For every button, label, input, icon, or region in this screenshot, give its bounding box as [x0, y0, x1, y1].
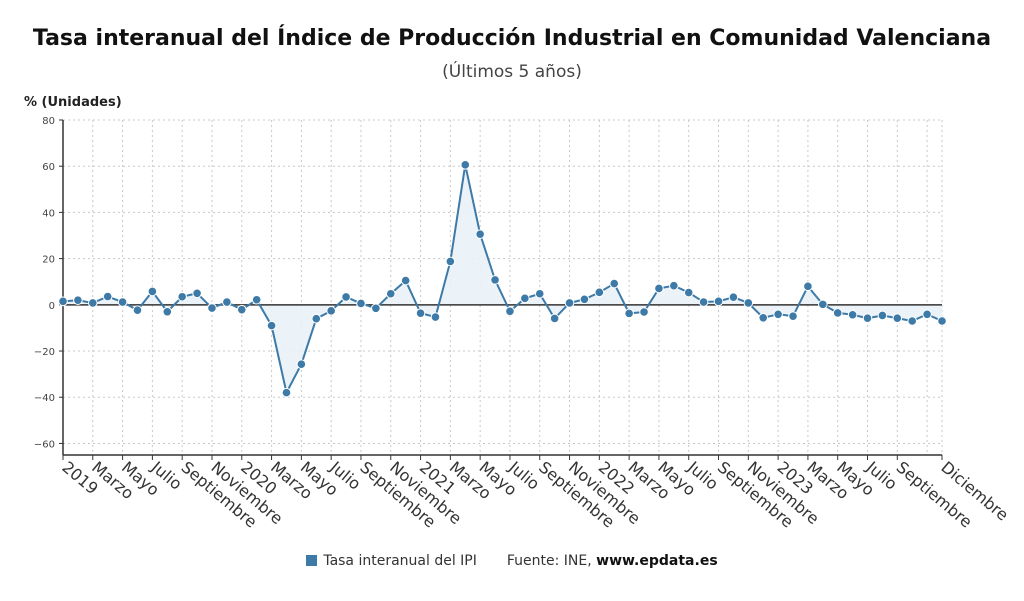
- data-point: [907, 316, 918, 326]
- data-point: [639, 307, 649, 317]
- data-point: [385, 288, 396, 299]
- y-tick-labels: 80 60 40 20 0 −20 −40 −60: [34, 116, 55, 450]
- data-point: [520, 293, 530, 304]
- data-point: [758, 312, 769, 323]
- data-point: [490, 275, 500, 285]
- data-point: [549, 313, 560, 324]
- data-point: [73, 295, 83, 306]
- data-point: [862, 313, 873, 324]
- data-point: [87, 298, 98, 308]
- data-point: [564, 298, 575, 308]
- source-site: www.epdata.es: [596, 553, 718, 569]
- grid-layer: [63, 119, 943, 455]
- data-point: [803, 281, 813, 292]
- y-tick-label: 80: [42, 116, 55, 127]
- data-point: [534, 288, 545, 299]
- data-point: [818, 299, 828, 310]
- data-point: [311, 313, 322, 324]
- data-point: [430, 312, 441, 322]
- y-tick-label: −40: [34, 393, 55, 404]
- data-point: [445, 256, 456, 267]
- series-line: [62, 163, 943, 394]
- y-tick-label: 20: [42, 255, 55, 266]
- source-prefix: Fuente: INE,: [506, 553, 592, 569]
- y-tick-label: 60: [42, 162, 55, 173]
- area-layer: [63, 164, 942, 393]
- y-tick-label: −20: [34, 347, 55, 358]
- data-point: [788, 311, 798, 321]
- series-area: [63, 164, 942, 393]
- data-point: [624, 308, 634, 319]
- data-point: [505, 306, 515, 317]
- data-point: [296, 359, 307, 370]
- y-tick-label: 40: [42, 208, 55, 219]
- x-tick-labels: 2019MarzoMayoJulioSeptiembreNoviembre202…: [58, 457, 1012, 532]
- data-point: [460, 160, 471, 170]
- data-point: [609, 278, 620, 289]
- data-point: [177, 291, 187, 302]
- data-point: [743, 298, 754, 308]
- data-point: [356, 298, 366, 309]
- data-point: [937, 316, 947, 326]
- chart-subtitle: (Últimos 5 años): [442, 62, 582, 82]
- data-point: [415, 308, 426, 318]
- data-point: [58, 296, 68, 307]
- legend-series-label: Tasa interanual del IPI: [323, 553, 477, 569]
- data-point: [266, 320, 277, 331]
- data-point: [847, 309, 858, 320]
- data-point: [117, 297, 128, 307]
- y-tick-label: −60: [34, 439, 55, 450]
- data-point: [132, 305, 143, 315]
- data-point: [832, 308, 843, 318]
- data-point: [594, 287, 605, 298]
- data-point: [236, 304, 247, 315]
- data-point: [222, 297, 232, 307]
- data-point: [281, 387, 292, 398]
- data-point: [579, 294, 590, 305]
- data-point: [877, 310, 888, 321]
- data-point: [698, 297, 709, 307]
- series-line-layer: [62, 163, 943, 394]
- y-axis-label: % (Unidades): [24, 95, 122, 110]
- data-point: [400, 275, 411, 286]
- data-point: [341, 292, 351, 302]
- y-tick-label: 0: [49, 301, 55, 312]
- data-point: [713, 296, 724, 307]
- data-point: [207, 303, 217, 313]
- data-point: [728, 292, 739, 303]
- data-point: [475, 229, 485, 239]
- data-point: [147, 286, 158, 297]
- data-point: [922, 309, 932, 320]
- data-point: [251, 294, 262, 305]
- data-point: [371, 303, 381, 314]
- data-point: [654, 283, 664, 294]
- data-point: [683, 287, 694, 298]
- data-point: [669, 280, 679, 291]
- data-point: [192, 288, 202, 299]
- data-point: [326, 306, 336, 316]
- line-chart: 80 60 40 20 0 −20 −40 −60 2019MarzoMayoJulioSep…: [34, 116, 1012, 532]
- data-points-layer: [58, 160, 947, 398]
- data-point: [773, 309, 783, 320]
- data-point: [162, 306, 173, 317]
- legend-swatch: [306, 555, 318, 566]
- chart-title: Tasa interanual del Índice de Producción…: [32, 26, 992, 51]
- data-point: [102, 291, 113, 302]
- data-point: [892, 313, 903, 324]
- legend: Tasa interanual del IPI Fuente: INE, www.…: [0, 553, 1024, 569]
